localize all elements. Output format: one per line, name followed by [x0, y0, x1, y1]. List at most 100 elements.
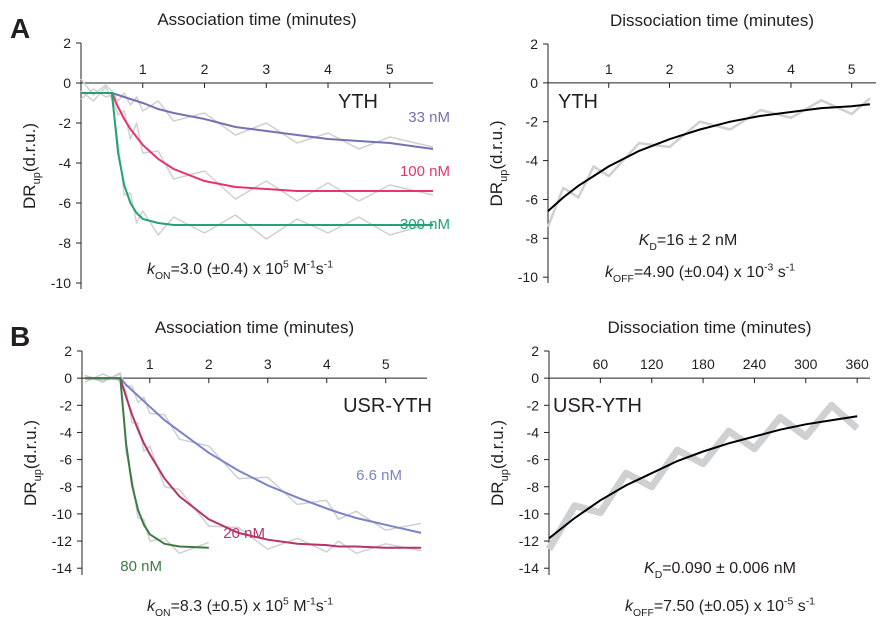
x-axis-title: Dissociation time (minutes): [607, 318, 811, 337]
x-axis-title: Association time (minutes): [155, 318, 354, 337]
x-tick-label: 240: [743, 356, 767, 372]
y-tick-label: 0: [64, 370, 72, 386]
x-axis-title: Dissociation time (minutes): [610, 11, 814, 30]
construct-label: YTH: [558, 91, 598, 113]
y-tick-label: -6: [527, 452, 540, 468]
y-tick-label: -10: [51, 275, 71, 291]
x-tick-label: 1: [605, 61, 613, 77]
text-part: =4.90 (±0.04) x 10: [634, 264, 764, 281]
fit-line: [81, 92, 433, 226]
y-tick-label: -10: [519, 506, 539, 522]
x-tick-label: 300: [794, 356, 818, 372]
text-part: (d.r.u.): [21, 420, 40, 469]
x-tick-label: 60: [593, 356, 609, 372]
text-part: DR: [488, 481, 507, 506]
y-tick-label: -8: [59, 235, 72, 251]
text-part: OFF: [633, 608, 654, 617]
text-part: -1: [786, 263, 795, 274]
text-part: =16 ± 2 nM: [657, 232, 737, 249]
text-part: -1: [307, 597, 316, 608]
text-part: D: [655, 570, 663, 581]
text-part: s: [773, 264, 785, 281]
y-tick-label: -10: [52, 506, 72, 522]
y-tick-label: 2: [531, 343, 539, 359]
x-axis-title: Association time (minutes): [157, 10, 356, 29]
construct-label: USR-YTH: [343, 395, 432, 417]
series-label: 300 nM: [400, 216, 450, 233]
rate-annotation: kON=3.0 (±0.4) x 105 M-1s-1: [147, 260, 333, 282]
y-axis-title-group: DRup(d.r.u.): [488, 420, 511, 506]
text-part: DR: [487, 182, 506, 207]
text-part: up: [31, 172, 43, 184]
y-tick-label: -10: [518, 269, 538, 285]
panel-label: B: [10, 321, 30, 352]
panel: 2 0 -2 -4 -6 -8 -10 1 2 3 4 5 Association time (minu…: [20, 10, 450, 291]
y-tick-label: -4: [60, 424, 73, 440]
text-part: s: [316, 598, 324, 615]
fit-line: [548, 415, 858, 540]
text-part: (d.r.u.): [488, 420, 507, 469]
panel-label: A: [10, 13, 30, 44]
x-tick-label: 120: [640, 356, 664, 372]
x-tick-label: 5: [386, 61, 394, 77]
y-tick-label: -8: [60, 479, 73, 495]
y-tick-label: 0: [530, 75, 538, 91]
y-tick-label: -12: [52, 533, 72, 549]
text-part: K: [639, 232, 651, 249]
text-part: =3.0 (±0.4) x 10: [171, 261, 284, 278]
text-part: k: [147, 598, 156, 615]
text-part: -5: [784, 597, 793, 608]
text-part: -1: [806, 597, 815, 608]
raw-trace: [84, 371, 210, 555]
rate-annotation: kON=8.3 (±0.5) x 105 M-1s-1: [147, 597, 333, 617]
text-part: DR: [21, 481, 40, 506]
y-axis-title-group: DRup(d.r.u.): [487, 121, 510, 207]
y-tick-label: -2: [527, 397, 540, 413]
text-part: s: [793, 598, 805, 615]
text-part: s: [316, 261, 324, 278]
text-part: =8.3 (±0.5) x 10: [171, 598, 284, 615]
text-part: =0.090 ± 0.006 nM: [662, 560, 796, 577]
series-label: 100 nM: [400, 163, 450, 180]
text-part: D: [649, 242, 657, 253]
text-part: up: [498, 170, 510, 182]
text-part: (d.r.u.): [487, 121, 506, 170]
y-tick-label: 2: [64, 343, 72, 359]
text-part: =7.50 (±0.05) x 10: [654, 598, 784, 615]
x-tick-label: 4: [323, 356, 331, 372]
y-tick-label: -4: [59, 155, 72, 171]
y-tick-label: -6: [526, 191, 539, 207]
series-label: 33 nM: [408, 109, 450, 126]
y-tick-label: 0: [531, 370, 539, 386]
y-tick-label: -6: [59, 195, 72, 211]
kd-annotation: KD=16 ± 2 nM: [639, 232, 738, 253]
series-label: 6.6 nM: [356, 467, 402, 484]
text-part: -1: [324, 597, 333, 608]
raw-trace: [546, 97, 871, 228]
y-tick-label: -2: [60, 397, 73, 413]
raw-trace: [84, 373, 422, 555]
x-tick-label: 1: [146, 356, 154, 372]
text-part: -1: [307, 260, 316, 271]
x-tick-label: 2: [201, 61, 209, 77]
y-axis-title: DRup(d.r.u.): [487, 121, 510, 207]
text-part: up: [499, 469, 511, 481]
text-part: (d.r.u.): [20, 123, 39, 172]
y-tick-label: -8: [526, 230, 539, 246]
raw-trace: [80, 86, 434, 240]
y-axis-title: DRup(d.r.u.): [21, 420, 44, 506]
text-part: 5: [283, 260, 289, 271]
x-tick-label: 3: [726, 61, 734, 77]
rate-annotation: kOFF=7.50 (±0.05) x 10-5 s-1: [625, 597, 815, 617]
y-tick-label: -12: [519, 533, 539, 549]
y-tick-label: 2: [530, 36, 538, 52]
fit-line: [547, 103, 871, 212]
text-part: M: [289, 598, 307, 615]
y-tick-label: -4: [527, 424, 540, 440]
x-tick-label: 2: [205, 356, 213, 372]
panel: 2 0 -2 -4 -6 -8 -10 -12 -14 1 2 3 4 5 Association time…: [21, 318, 432, 619]
y-tick-label: -14: [52, 560, 72, 576]
panel: 2 0 -2 -4 -6 -8 -10 -12 -14 60 120 180 240 300 360 Diss…: [488, 318, 870, 619]
x-tick-label: 2: [666, 61, 674, 77]
